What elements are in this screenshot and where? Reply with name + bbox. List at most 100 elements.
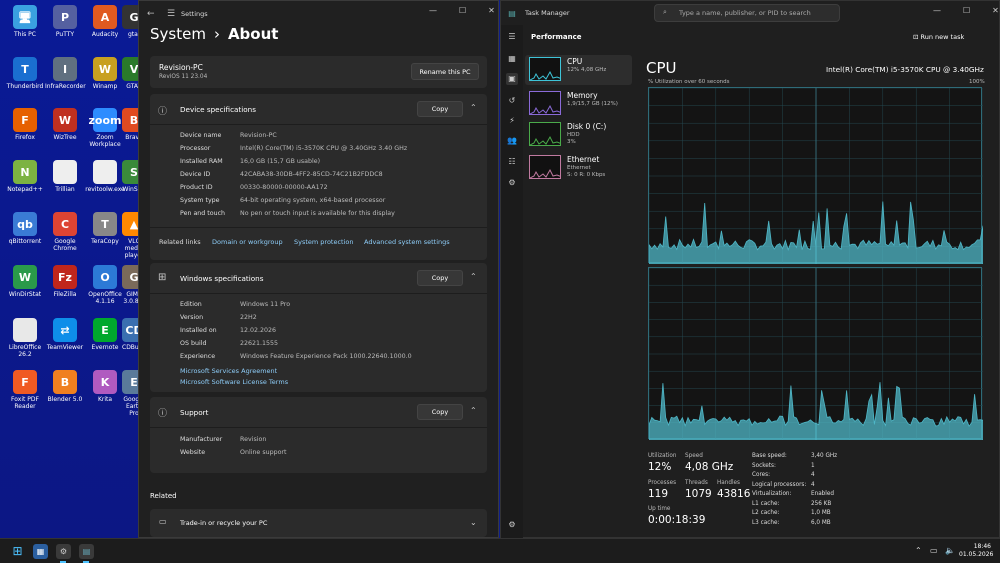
cpu-graph-bottom-svg <box>648 267 984 441</box>
link-ms-services-agreement[interactable]: Microsoft Services Agreement <box>180 367 278 375</box>
start-button[interactable]: ⊞ <box>12 544 23 558</box>
desktop-icon-label: WinSCP <box>122 186 146 193</box>
link-system-protection[interactable]: System protection <box>294 238 354 246</box>
clock[interactable]: 18:46 01.05.2026 <box>959 543 993 559</box>
minimize-icon[interactable]: — <box>933 6 941 15</box>
desktop-icon[interactable]: zoom Zoom Workplace <box>85 108 125 148</box>
close-icon[interactable]: ✕ <box>488 6 495 15</box>
desktop-icon[interactable]: E Evernote <box>85 318 125 351</box>
network-icon[interactable]: ▭ <box>930 546 938 555</box>
desktop-icon[interactable]: qb qBittorrent <box>5 212 45 245</box>
desktop-icon[interactable]: F Firefox <box>5 108 45 141</box>
app-icon: W <box>53 108 77 132</box>
performance-icon[interactable]: ▣ <box>506 73 518 85</box>
app-icon: T <box>13 57 37 81</box>
desktop-icon[interactable]: A Audacity <box>85 5 125 38</box>
taskbar-app-icon[interactable]: ▦ <box>33 544 48 559</box>
chevron-up-icon[interactable]: ⌃ <box>470 406 477 415</box>
desktop-icon[interactable]: C Google Chrome <box>45 212 85 252</box>
menu-icon[interactable]: ☰ <box>508 32 516 41</box>
desktop-icon[interactable]: Trillian <box>45 160 85 193</box>
desktop-icon-label: gta- <box>127 31 140 38</box>
desktop-icon-label: Google Chrome <box>53 238 77 252</box>
run-new-task-button[interactable]: ⊡ Run new task <box>913 33 965 41</box>
chevron-up-tray-icon[interactable]: ⌃ <box>915 546 922 555</box>
desktop-icon[interactable]: LibreOffice 26.2 <box>5 318 45 358</box>
cpu-model: Intel(R) Core(TM) i5-3570K CPU @ 3.40GHz <box>826 65 984 74</box>
breadcrumb-system[interactable]: System <box>150 25 206 43</box>
desktop-icon[interactable]: W WizTree <box>45 108 85 141</box>
spec-value: No pen or touch input is available for t… <box>240 210 395 217</box>
minimize-icon[interactable]: — <box>429 6 437 15</box>
close-icon[interactable]: ✕ <box>992 6 999 15</box>
desktop-icon[interactable]: Fz FileZilla <box>45 265 85 298</box>
spec-row: Installed on 12.02.2026 <box>180 327 276 334</box>
cpu-activity-area <box>648 202 817 265</box>
perf-item-ethernet[interactable]: Ethernet Ethernet S: 0 R: 0 Kbps <box>525 153 633 183</box>
spec-key: Installed on <box>180 327 217 334</box>
desktop-icon[interactable]: T TeraCopy <box>85 212 125 245</box>
volume-icon[interactable]: 🔈 <box>945 546 955 555</box>
app-icon: W <box>93 57 117 81</box>
details-icon[interactable]: ☷ <box>508 157 516 166</box>
processes-icon[interactable]: ▦ <box>508 54 516 63</box>
taskbar-settings-icon[interactable]: ⚙ <box>56 544 71 559</box>
util-label: % Utilization over 60 seconds <box>648 79 730 85</box>
maximize-icon[interactable]: ☐ <box>459 6 467 15</box>
desktop-icon-label: InfraRecorder <box>45 83 86 90</box>
desktop-icon-label: TeraCopy <box>91 238 119 245</box>
online-support-link[interactable]: Online support <box>240 449 287 456</box>
hamburger-menu-icon[interactable]: ☰ <box>166 9 176 19</box>
chevron-down-icon[interactable]: ⌄ <box>470 518 477 527</box>
perf-item-disk[interactable]: Disk 0 (C:) HDD 3% <box>525 120 633 150</box>
spec-value: Intel(R) Core(TM) i5-3570K CPU @ 3.40GHz… <box>240 145 408 152</box>
spec-row: System type 64-bit operating system, x64-… <box>180 197 385 204</box>
perf-thumbnail <box>529 57 561 81</box>
perf-thumbnail <box>529 91 561 115</box>
spec-key: Edition <box>180 301 202 308</box>
windows-spec-copy-button[interactable]: Copy <box>417 270 463 286</box>
desktop-icon[interactable]: N Notepad++ <box>5 160 45 193</box>
rename-pc-button[interactable]: Rename this PC <box>411 63 479 80</box>
perf-item-cpu[interactable]: CPU 12% 4,08 GHz <box>525 55 632 85</box>
desktop-icon[interactable]: O OpenOffice 4.1.16 <box>85 265 125 305</box>
device-spec-copy-button[interactable]: Copy <box>417 101 463 117</box>
search-input[interactable]: Type a name, publisher, or PID to search <box>654 4 840 22</box>
app-history-icon[interactable]: ↺ <box>508 96 516 105</box>
spec-key: System type <box>180 197 220 204</box>
settings-gear-icon[interactable]: ⚙ <box>508 520 516 529</box>
spec-value: Windows Feature Experience Pack 1000.226… <box>240 353 412 360</box>
desktop-icon-label: CDBurnerXP <box>122 344 146 351</box>
app-icon: B <box>53 370 77 394</box>
taskbar-task-manager-icon[interactable]: ▤ <box>79 544 94 559</box>
maximize-icon[interactable]: ☐ <box>963 6 971 15</box>
spec-key: Processor <box>180 145 211 152</box>
desktop-icon[interactable]: ⇄ TeamViewer <box>45 318 85 351</box>
desktop-icon[interactable]: P PuTTY <box>45 5 85 38</box>
desktop-icon[interactable]: revitoolw.exe <box>85 160 125 193</box>
desktop-icon[interactable]: K Krita <box>85 370 125 403</box>
desktop-icon[interactable]: I InfraRecorder <box>45 57 86 90</box>
desktop-icon[interactable]: W WinDirStat <box>5 265 45 298</box>
chevron-up-icon[interactable]: ⌃ <box>470 103 477 112</box>
link-domain-workgroup[interactable]: Domain or workgroup <box>212 238 283 246</box>
link-advanced-system-settings[interactable]: Advanced system settings <box>364 238 450 246</box>
desktop-icon[interactable]: F Foxit PDF Reader <box>5 370 45 410</box>
desktop-icon[interactable]: T Thunderbird <box>5 57 45 90</box>
link-ms-license-terms[interactable]: Microsoft Software License Terms <box>180 378 289 386</box>
app-icon: zoom <box>89 108 122 132</box>
desktop-icon[interactable]: W Winamp <box>85 57 125 90</box>
desktop-icon-label: Evernote <box>91 344 119 351</box>
back-arrow-icon[interactable]: ← <box>147 9 155 19</box>
perf-item-name: Memory <box>567 91 598 100</box>
startup-apps-icon[interactable]: ⚡ <box>509 116 515 125</box>
perf-item-memory[interactable]: Memory 1,9/15,7 GB (12%) <box>525 89 633 119</box>
cpu-spec-row: Virtualization: Enabled <box>752 491 834 497</box>
desktop-icon[interactable]: B Blender 5.0 <box>45 370 85 403</box>
chevron-up-icon[interactable]: ⌃ <box>470 272 477 281</box>
desktop-icon[interactable]: 🖥 This PC <box>5 5 45 38</box>
support-copy-button[interactable]: Copy <box>417 404 463 420</box>
services-icon[interactable]: ⚙ <box>508 178 516 187</box>
tradein-card[interactable]: ▭ Trade-in or recycle your PC ⌄ <box>150 509 487 537</box>
users-icon[interactable]: 👥 <box>507 136 517 145</box>
